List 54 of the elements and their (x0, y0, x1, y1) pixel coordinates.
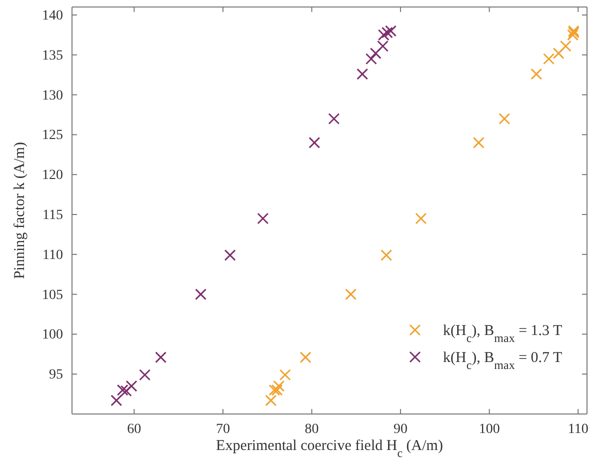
y-tick-label: 130 (42, 88, 63, 104)
point (567, 29, 579, 41)
y-tick-label: 110 (42, 248, 63, 263)
point (356, 68, 368, 80)
point (377, 40, 389, 52)
point (224, 249, 236, 261)
x-tick-label: 90 (394, 422, 408, 437)
y-axis-title: Pinning factor k (A/m) (12, 142, 28, 280)
y-tick-label: 135 (42, 48, 63, 64)
x-axis-title: Experimental coercive field H$_{c}$ (A/m) (216, 438, 443, 460)
point (139, 369, 151, 381)
point (370, 48, 382, 60)
point (385, 25, 397, 37)
point (273, 380, 285, 392)
point (328, 112, 340, 124)
point (265, 394, 277, 406)
y-tick-label: 140 (42, 8, 63, 24)
point (472, 136, 484, 148)
point (365, 53, 377, 65)
point (257, 212, 269, 224)
legend-label: k(H$_{c}$), B$_{max}$ = 1.3 T (443, 323, 562, 345)
point (560, 40, 572, 52)
x-tick-label: 110 (568, 422, 588, 437)
point (300, 352, 312, 364)
point (308, 136, 320, 148)
point (498, 112, 510, 124)
y-tick-label: 100 (42, 328, 63, 343)
point (116, 384, 128, 396)
y-tick-label: 125 (42, 128, 63, 144)
point (345, 288, 357, 300)
point (279, 369, 291, 381)
point (381, 26, 393, 38)
y-tick-label: 115 (42, 208, 63, 223)
point (552, 48, 564, 60)
point (155, 352, 167, 364)
y-tick-label: 105 (42, 288, 63, 303)
point (543, 53, 555, 65)
point (380, 249, 392, 261)
point (530, 68, 542, 80)
point (268, 384, 280, 396)
point (110, 394, 122, 406)
point (378, 29, 390, 41)
point (195, 288, 206, 300)
legend-label: k(H$_{c}$), B$_{max}$ = 0.7 T (443, 350, 562, 372)
point (126, 380, 138, 392)
x-tick-label: 80 (304, 422, 319, 437)
x-tick-label: 100 (478, 422, 500, 437)
point (415, 212, 427, 224)
x-tick-label: 60 (127, 422, 142, 437)
point (120, 385, 132, 397)
y-tick-label: 95 (49, 368, 63, 383)
point (271, 384, 283, 396)
x-tick-label: 70 (216, 422, 230, 437)
y-tick-label: 120 (42, 168, 63, 184)
